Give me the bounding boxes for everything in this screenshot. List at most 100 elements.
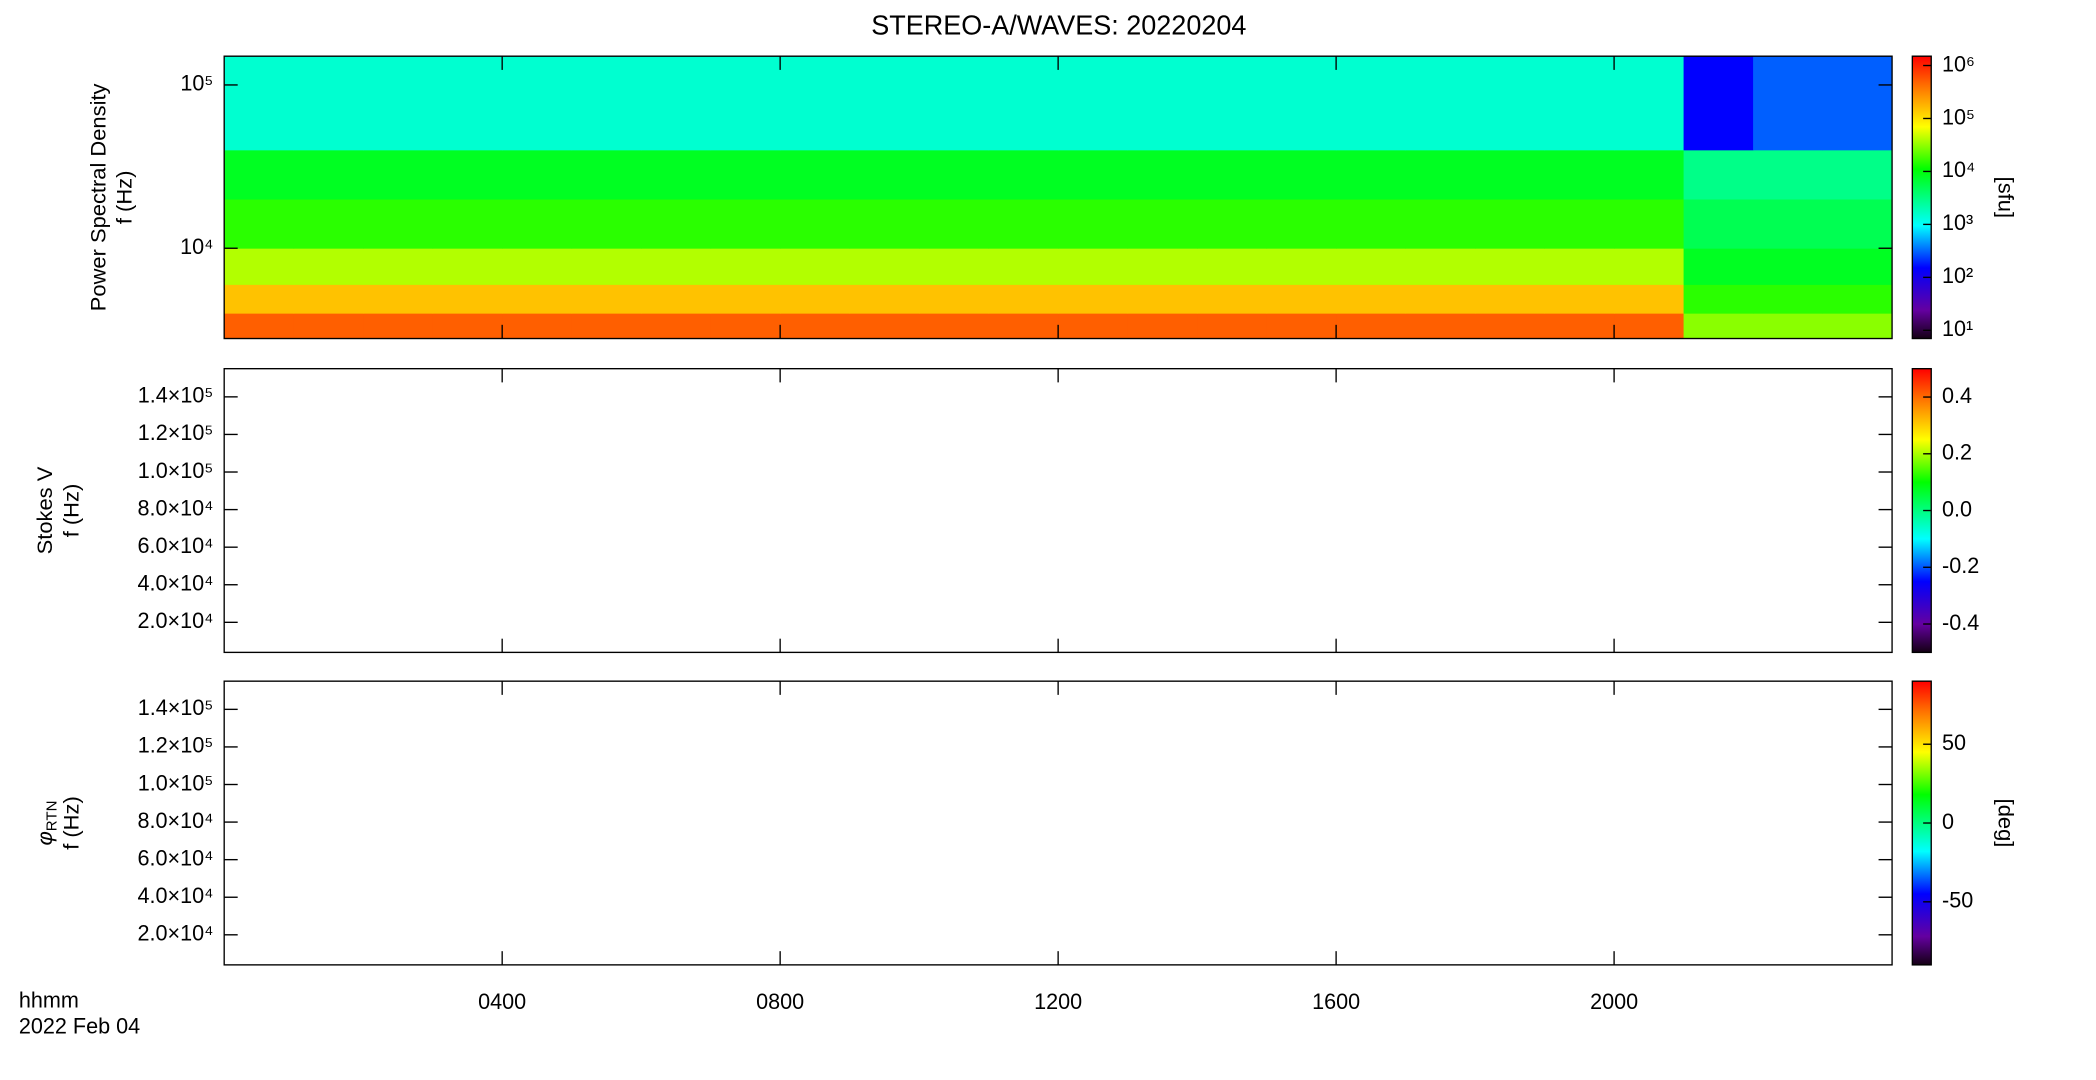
heatmap-cell [1822, 313, 1893, 339]
heatmap-cell [780, 56, 851, 151]
heatmap-cell [1058, 248, 1129, 285]
y-tick-label: 1.0×10⁵ [138, 458, 214, 483]
y-tick-label: 8.0×10⁴ [137, 808, 213, 833]
heatmap-cell [224, 199, 295, 249]
heatmap-cell [1683, 56, 1754, 151]
heatmap-cell [1614, 56, 1684, 151]
y-tick-label: 10⁵ [180, 71, 213, 96]
heatmap-cell [502, 313, 573, 339]
heatmap-cell [432, 56, 503, 151]
y-tick-label: 1.0×10⁵ [138, 770, 214, 795]
heatmap-cell [1683, 149, 1754, 200]
heatmap-cell [780, 248, 851, 285]
y-tick-label: 10⁴ [180, 234, 213, 259]
heatmap-cell [571, 248, 642, 285]
heatmap-cell [641, 284, 712, 314]
heatmap-cell [363, 313, 434, 339]
heatmap-cell [502, 56, 573, 151]
x-tick-label: 0800 [756, 989, 804, 1014]
heatmap-cell [1197, 149, 1268, 200]
heatmap-cell [1405, 248, 1476, 285]
heatmap-cell [1266, 199, 1337, 249]
heatmap-cell [710, 248, 781, 285]
heatmap-cell [849, 313, 920, 339]
y-tick-label: 8.0×10⁴ [137, 495, 213, 520]
heatmap-cell [432, 199, 503, 249]
heatmap-cell [502, 248, 573, 285]
heatmap-cell [571, 149, 642, 200]
heatmap-cell [1058, 284, 1129, 314]
heatmap-cell [1822, 149, 1893, 200]
heatmap-cell [780, 313, 851, 339]
y-tick-label: 6.0×10⁴ [137, 845, 213, 870]
heatmap-cell [1683, 248, 1754, 285]
y-axis-label: f (Hz) [59, 484, 84, 538]
heatmap-cell [571, 56, 642, 151]
heatmap-cell [849, 56, 920, 151]
heatmap-cell [919, 56, 990, 151]
heatmap-cell [1753, 284, 1823, 314]
heatmap-cell [224, 313, 295, 339]
heatmap-cell [224, 284, 295, 314]
heatmap-cell [1266, 248, 1337, 285]
heatmap-cell [849, 284, 920, 314]
heatmap-cell [710, 284, 781, 314]
x-tick-label: 2000 [1590, 989, 1638, 1014]
heatmap-cell [293, 56, 364, 151]
colorbar-tick-label: 10¹ [1942, 316, 1973, 341]
heatmap-cell [432, 149, 503, 200]
heatmap-cell [919, 149, 990, 200]
heatmap-cell [1822, 56, 1893, 151]
heatmap-cell [988, 56, 1059, 151]
heatmap-cell [1822, 248, 1893, 285]
heatmap-cell [1127, 199, 1198, 249]
heatmap-cell [1683, 284, 1754, 314]
heatmap-cell [293, 149, 364, 200]
colorbar-tick-label: 0 [1942, 809, 1954, 834]
heatmap-cell [1405, 56, 1476, 151]
y-axis-label: f (Hz) [111, 171, 136, 225]
heatmap-cell [1475, 56, 1546, 151]
heatmap-cell [1544, 284, 1615, 314]
heatmap-cell [1197, 284, 1268, 314]
y-axis-label: Stokes V [32, 466, 57, 554]
heatmap-cell [1475, 149, 1546, 200]
heatmap-cell [293, 199, 364, 249]
heatmap-cell [1614, 149, 1684, 200]
heatmap-cell [1266, 56, 1337, 151]
heatmap-cell [1058, 199, 1129, 249]
colorbar-tick-label: -50 [1942, 887, 1973, 912]
heatmap-cell [780, 199, 851, 249]
y-axis-label: φRTN [32, 801, 61, 846]
heatmap-cell [988, 313, 1059, 339]
heatmap-cell [502, 284, 573, 314]
colorbar-tick-label: 10² [1942, 263, 1973, 288]
colorbar-label: [sfu] [1993, 177, 2018, 218]
heatmap-cell [919, 248, 990, 285]
heatmap-cell [1127, 284, 1198, 314]
heatmap-cell [1544, 313, 1615, 339]
plot-frame [223, 680, 1893, 966]
y-axis-label: f (Hz) [59, 796, 84, 850]
heatmap-cell [293, 284, 364, 314]
heatmap-cell [1822, 199, 1893, 249]
colorbar-tick-label: 50 [1942, 730, 1966, 755]
heatmap-cell [1405, 149, 1476, 200]
heatmap-cell [363, 149, 434, 200]
colorbar-tick-label: 10⁴ [1942, 157, 1975, 182]
heatmap-cell [1475, 199, 1546, 249]
heatmap-cell [1266, 149, 1337, 200]
heatmap-cell [1336, 56, 1407, 151]
heatmap-cell [224, 248, 295, 285]
heatmap-cell [1544, 56, 1615, 151]
heatmap-cell [641, 313, 712, 339]
heatmap-cell [224, 149, 295, 200]
heatmap-cell [1197, 56, 1268, 151]
heatmap-cell [849, 248, 920, 285]
heatmap-cell [1475, 284, 1546, 314]
heatmap-cell [1336, 149, 1407, 200]
heatmap-cell [1614, 313, 1684, 339]
heatmap-cell [1753, 248, 1823, 285]
heatmap-cell [1614, 284, 1684, 314]
